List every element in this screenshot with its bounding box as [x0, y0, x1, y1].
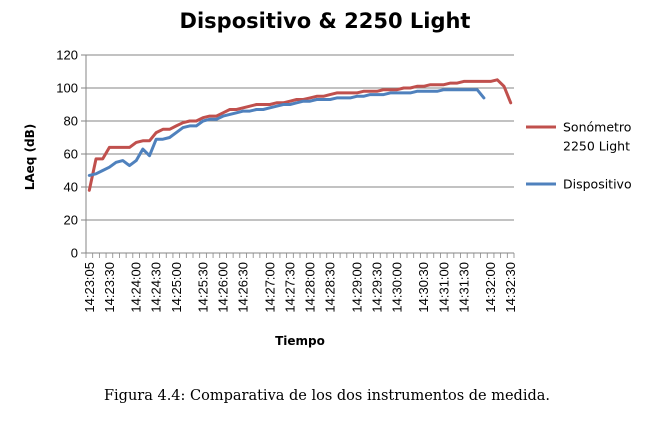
x-tick-label: 14:25:30 [196, 262, 211, 313]
x-tick-label: 14:30:00 [389, 262, 404, 313]
y-tick-label: 20 [64, 213, 78, 228]
x-tick-label: 14:32:00 [483, 262, 498, 313]
gridlines [86, 54, 514, 221]
legend-label-0: 2250 Light [563, 139, 630, 154]
y-tick-label: 120 [56, 48, 78, 63]
x-tick-label: 14:29:30 [369, 262, 384, 313]
y-tick-label: 40 [64, 180, 78, 195]
figure-caption: Figura 4.4: Comparativa de los dos instr… [104, 388, 550, 404]
x-tick-label: 14:26:00 [216, 262, 231, 313]
series-line-0 [87, 78, 513, 192]
x-tick-label: 14:27:00 [262, 262, 277, 313]
chart-title: Dispositivo & 2250 Light [180, 9, 471, 33]
x-axis-label: Tiempo [275, 334, 325, 348]
x-tick-label: 14:26:30 [236, 262, 251, 313]
y-tick-label: 100 [56, 81, 78, 96]
x-tick-label: 14:29:00 [349, 262, 364, 313]
legend-label-1: Dispositivo [563, 177, 632, 192]
x-tick-label: 14:23:30 [102, 262, 117, 313]
y-tick-label: 60 [64, 147, 78, 162]
y-axis-label: LAeq (dB) [23, 124, 37, 191]
x-axis-ticks: 14:23:05 14:23:30 14:24:00 14:24:30 14:25:00… [82, 253, 518, 313]
x-tick-label: 14:27:30 [282, 262, 297, 313]
x-tick-label: 14:28:30 [323, 262, 338, 313]
axes [85, 55, 514, 254]
y-tick-label: 80 [64, 114, 78, 129]
x-tick-label: 14:31:30 [456, 262, 471, 313]
y-axis-ticks: 0 20 40 60 80 100 120 [56, 48, 86, 261]
series-line-1 [87, 88, 486, 177]
x-tick-label: 14:28:00 [303, 262, 318, 313]
x-tick-label: 14:31:00 [436, 262, 451, 313]
x-tick-label: 14:25:00 [169, 262, 184, 313]
legend-label-0: Sonómetro [563, 120, 631, 135]
x-tick-label: 14:23:05 [82, 262, 97, 313]
y-tick-label: 0 [71, 246, 78, 261]
x-tick-label: 14:32:30 [503, 262, 518, 313]
x-tick-label: 14:24:00 [129, 262, 144, 313]
x-tick-label: 14:24:30 [149, 262, 164, 313]
series-lines [87, 78, 513, 192]
legend: Sonómetro 2250 Light Dispositivo [526, 120, 632, 192]
x-tick-label: 14:30:30 [416, 262, 431, 313]
